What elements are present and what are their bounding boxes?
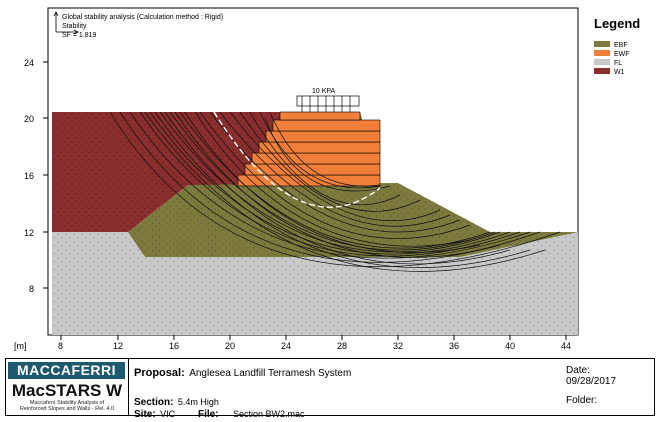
critical-slip-surface xyxy=(213,111,381,208)
section-label: Section: xyxy=(134,397,174,408)
product-subtitle: Maccaferri Stability Analysis of Reinfor… xyxy=(6,400,128,412)
site-value: VIC xyxy=(160,409,176,419)
legend-title: Legend xyxy=(594,16,640,31)
folder-label: Folder: xyxy=(566,395,598,406)
terramesh-blocks xyxy=(237,111,381,187)
legend-label-ewf: EWF xyxy=(614,51,630,58)
product-subtitle-line1: Maccaferri Stability Analysis of xyxy=(29,400,105,406)
y-tick-16: 16 xyxy=(24,171,34,181)
unit-label: [m] xyxy=(14,341,27,351)
section-row: Section: 5.4m High xyxy=(134,392,219,410)
proposal-label: Proposal: xyxy=(134,367,185,379)
y-tick-20: 20 xyxy=(24,114,34,124)
product-subtitle-line2: Reinforced Slopes and Walls - Rel. 4.0 xyxy=(19,406,115,412)
legend-label-w1: W1 xyxy=(614,69,625,76)
legend-label-ebf: EBF xyxy=(614,42,628,49)
stability-note: Stability xyxy=(62,23,87,30)
safety-factor: SF = 1.819 xyxy=(62,32,97,39)
x-tick-32: 32 xyxy=(393,341,403,351)
maccaferri-logo: MACCAFERRI xyxy=(8,362,125,379)
file-value: Section BW2.mac xyxy=(233,409,305,419)
brand-box: MACCAFERRI MacSTARS W Maccaferri Stabili… xyxy=(6,359,129,415)
legend-swatch-fl xyxy=(594,59,610,65)
site-label: Site: xyxy=(134,409,156,420)
embankment-fill-layer xyxy=(128,183,578,257)
x-tick-12: 12 xyxy=(113,341,123,351)
date-value: 09/28/2017 xyxy=(566,376,617,387)
x-tick-36: 36 xyxy=(449,341,459,351)
x-axis: 8 12 16 20 24 28 32 36 40 44 xyxy=(58,335,571,351)
surcharge-load xyxy=(296,95,360,112)
x-tick-44: 44 xyxy=(561,341,571,351)
date-label: Date: xyxy=(566,365,590,376)
load-label: 10 KPA xyxy=(312,88,336,95)
section-value: 5.4m High xyxy=(177,397,219,407)
legend: Legend EBF EWF FL W1 xyxy=(594,16,640,76)
x-tick-28: 28 xyxy=(337,341,347,351)
x-tick-16: 16 xyxy=(169,341,179,351)
y-tick-8: 8 xyxy=(29,284,34,294)
retained-fill-layer xyxy=(52,112,298,232)
analysis-note: Global stability analysis (Calculation m… xyxy=(62,14,223,21)
title-block: MACCAFERRI MacSTARS W Maccaferri Stabili… xyxy=(5,358,655,420)
x-tick-20: 20 xyxy=(225,341,235,351)
y-tick-24: 24 xyxy=(24,58,34,68)
y-tick-12: 12 xyxy=(24,228,34,238)
stability-plot: 10 KPA Global stability analysis (Calcul… xyxy=(14,7,640,351)
proposal-row: Proposal: Anglesea Landfill Terramesh Sy… xyxy=(134,363,351,381)
axis-origin-icon xyxy=(53,11,79,35)
x-tick-40: 40 xyxy=(505,341,515,351)
legend-swatch-ebf xyxy=(594,41,610,47)
legend-swatch-w1 xyxy=(594,68,610,74)
file-row: File: Section BW2.mac xyxy=(198,404,305,422)
slip-surfaces xyxy=(109,111,561,272)
x-tick-8: 8 xyxy=(58,341,63,351)
legend-swatch-ewf xyxy=(594,50,610,56)
date-block: Date: 09/28/2017 xyxy=(566,365,616,387)
site-row: Site: VIC xyxy=(134,404,175,422)
y-axis: 24 20 16 12 8 xyxy=(24,58,48,294)
product-name: MacSTARS W xyxy=(11,381,123,400)
proposal-value: Anglesea Landfill Terramesh System xyxy=(189,368,352,379)
file-label: File: xyxy=(198,409,219,420)
legend-label-fl: FL xyxy=(614,60,622,67)
x-tick-24: 24 xyxy=(281,341,291,351)
